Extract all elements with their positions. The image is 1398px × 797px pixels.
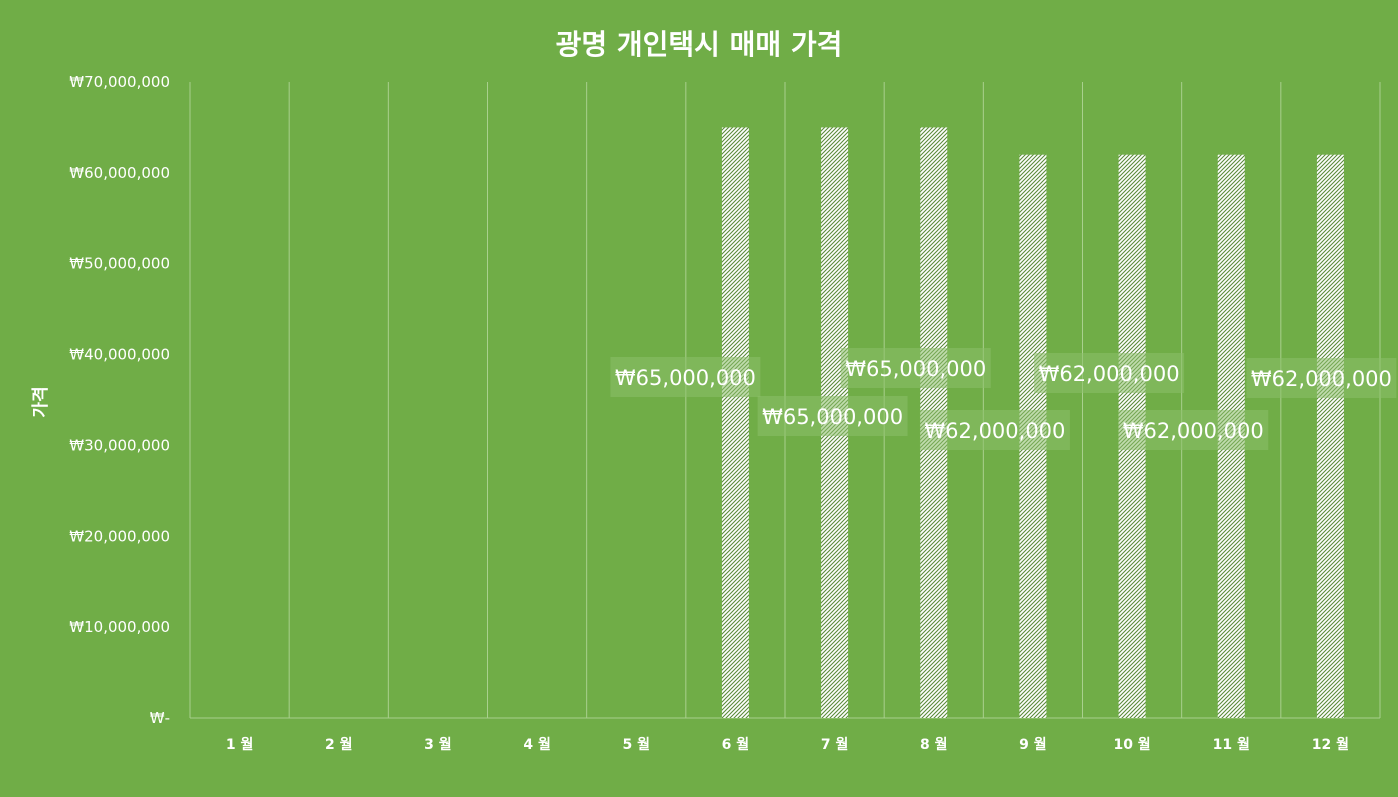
- y-tick-label: ₩-: [150, 709, 170, 727]
- data-label: ₩62,000,000: [1123, 419, 1264, 443]
- x-tick-label: 4 월: [523, 736, 551, 753]
- data-label: ₩65,000,000: [762, 405, 903, 429]
- x-tick-label: 5 월: [623, 736, 651, 753]
- data-label-box: [610, 357, 761, 397]
- data-label: ₩62,000,000: [1039, 362, 1180, 386]
- data-label: ₩62,000,000: [924, 419, 1065, 443]
- y-axis-label: 가격: [31, 386, 51, 417]
- x-tick-label: 1 월: [226, 736, 254, 753]
- data-label: ₩62,000,000: [1251, 367, 1392, 391]
- y-tick-label: ₩20,000,000: [69, 527, 170, 545]
- data-label-box: [840, 348, 991, 388]
- data-label-box: [1034, 353, 1185, 393]
- data-labels: ₩65,000,000₩65,000,000₩65,000,000₩62,000…: [610, 348, 1397, 450]
- data-label-box: [1246, 358, 1397, 398]
- chart-title: 광명 개인택시 매매 가격: [556, 28, 843, 61]
- data-label-box: [1118, 410, 1269, 450]
- data-label: ₩65,000,000: [845, 357, 986, 381]
- x-tick-label: 11 월: [1213, 736, 1250, 753]
- x-axis-ticks: 1 월 2 월 3 월 4 월 5 월 6 월 7 월 8 월 9 월 10 월 11 월 12 월: [226, 736, 1349, 753]
- y-tick-label: ₩30,000,000: [69, 436, 170, 454]
- y-tick-label: ₩70,000,000: [69, 73, 170, 91]
- y-axis-ticks: ₩- ₩10,000,000 ₩20,000,000 ₩30,000,000 ₩40,0…: [69, 73, 170, 727]
- x-tick-label: 6 월: [722, 736, 750, 753]
- y-tick-label: ₩40,000,000: [69, 346, 170, 364]
- data-label-box: [919, 410, 1070, 450]
- x-tick-label: 9 월: [1019, 736, 1047, 753]
- x-tick-label: 3 월: [424, 736, 452, 753]
- gridlines: [189, 82, 1381, 719]
- x-tick-label: 7 월: [821, 736, 849, 753]
- bar: [1316, 154, 1344, 718]
- data-label: ₩65,000,000: [615, 366, 756, 390]
- data-label-box: [757, 396, 908, 436]
- bar: [721, 127, 749, 718]
- x-tick-label: 10 월: [1113, 736, 1150, 753]
- x-tick-label: 12 월: [1312, 736, 1349, 753]
- y-tick-label: ₩10,000,000: [69, 618, 170, 636]
- y-tick-label: ₩60,000,000: [69, 164, 170, 182]
- y-tick-label: ₩50,000,000: [69, 255, 170, 273]
- x-tick-label: 8 월: [920, 736, 948, 753]
- x-tick-label: 2 월: [325, 736, 353, 753]
